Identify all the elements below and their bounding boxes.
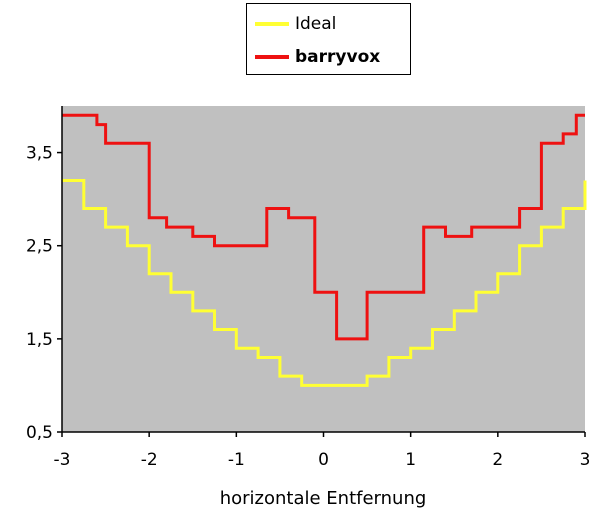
- y-tick-label: 2,5: [26, 237, 53, 257]
- x-tick-label: -1: [228, 450, 245, 470]
- legend-swatch-barryvox: [255, 55, 289, 59]
- y-tick-label: 1,5: [26, 330, 53, 350]
- plot-area: [62, 106, 585, 432]
- legend-item-ideal: Ideal: [255, 11, 336, 37]
- x-axis-label: horizontale Entfernung: [220, 488, 427, 509]
- legend: Ideal barryvox: [246, 3, 411, 75]
- x-tick-label: 3: [580, 450, 591, 470]
- series-layer: [62, 113, 587, 387]
- x-tick-label: -3: [54, 450, 71, 470]
- legend-swatch-ideal: [255, 22, 289, 26]
- x-tick-label: 2: [492, 450, 503, 470]
- x-tick-label: -2: [141, 450, 158, 470]
- axes-layer: 0,5 1,5 2,5 3,5 -3 -2 -1 0 1 2 3: [26, 106, 590, 470]
- y-tick-label: 3,5: [26, 144, 53, 164]
- series-line-barryvox: [62, 113, 585, 341]
- legend-label-ideal: Ideal: [295, 14, 337, 34]
- x-tick-label: 0: [318, 450, 329, 470]
- legend-item-barryvox: barryvox: [255, 44, 380, 70]
- series-line-ideal: [62, 179, 587, 387]
- x-tick-label: 1: [405, 450, 416, 470]
- legend-label-barryvox: barryvox: [295, 47, 381, 67]
- y-tick-label: 0,5: [26, 423, 53, 443]
